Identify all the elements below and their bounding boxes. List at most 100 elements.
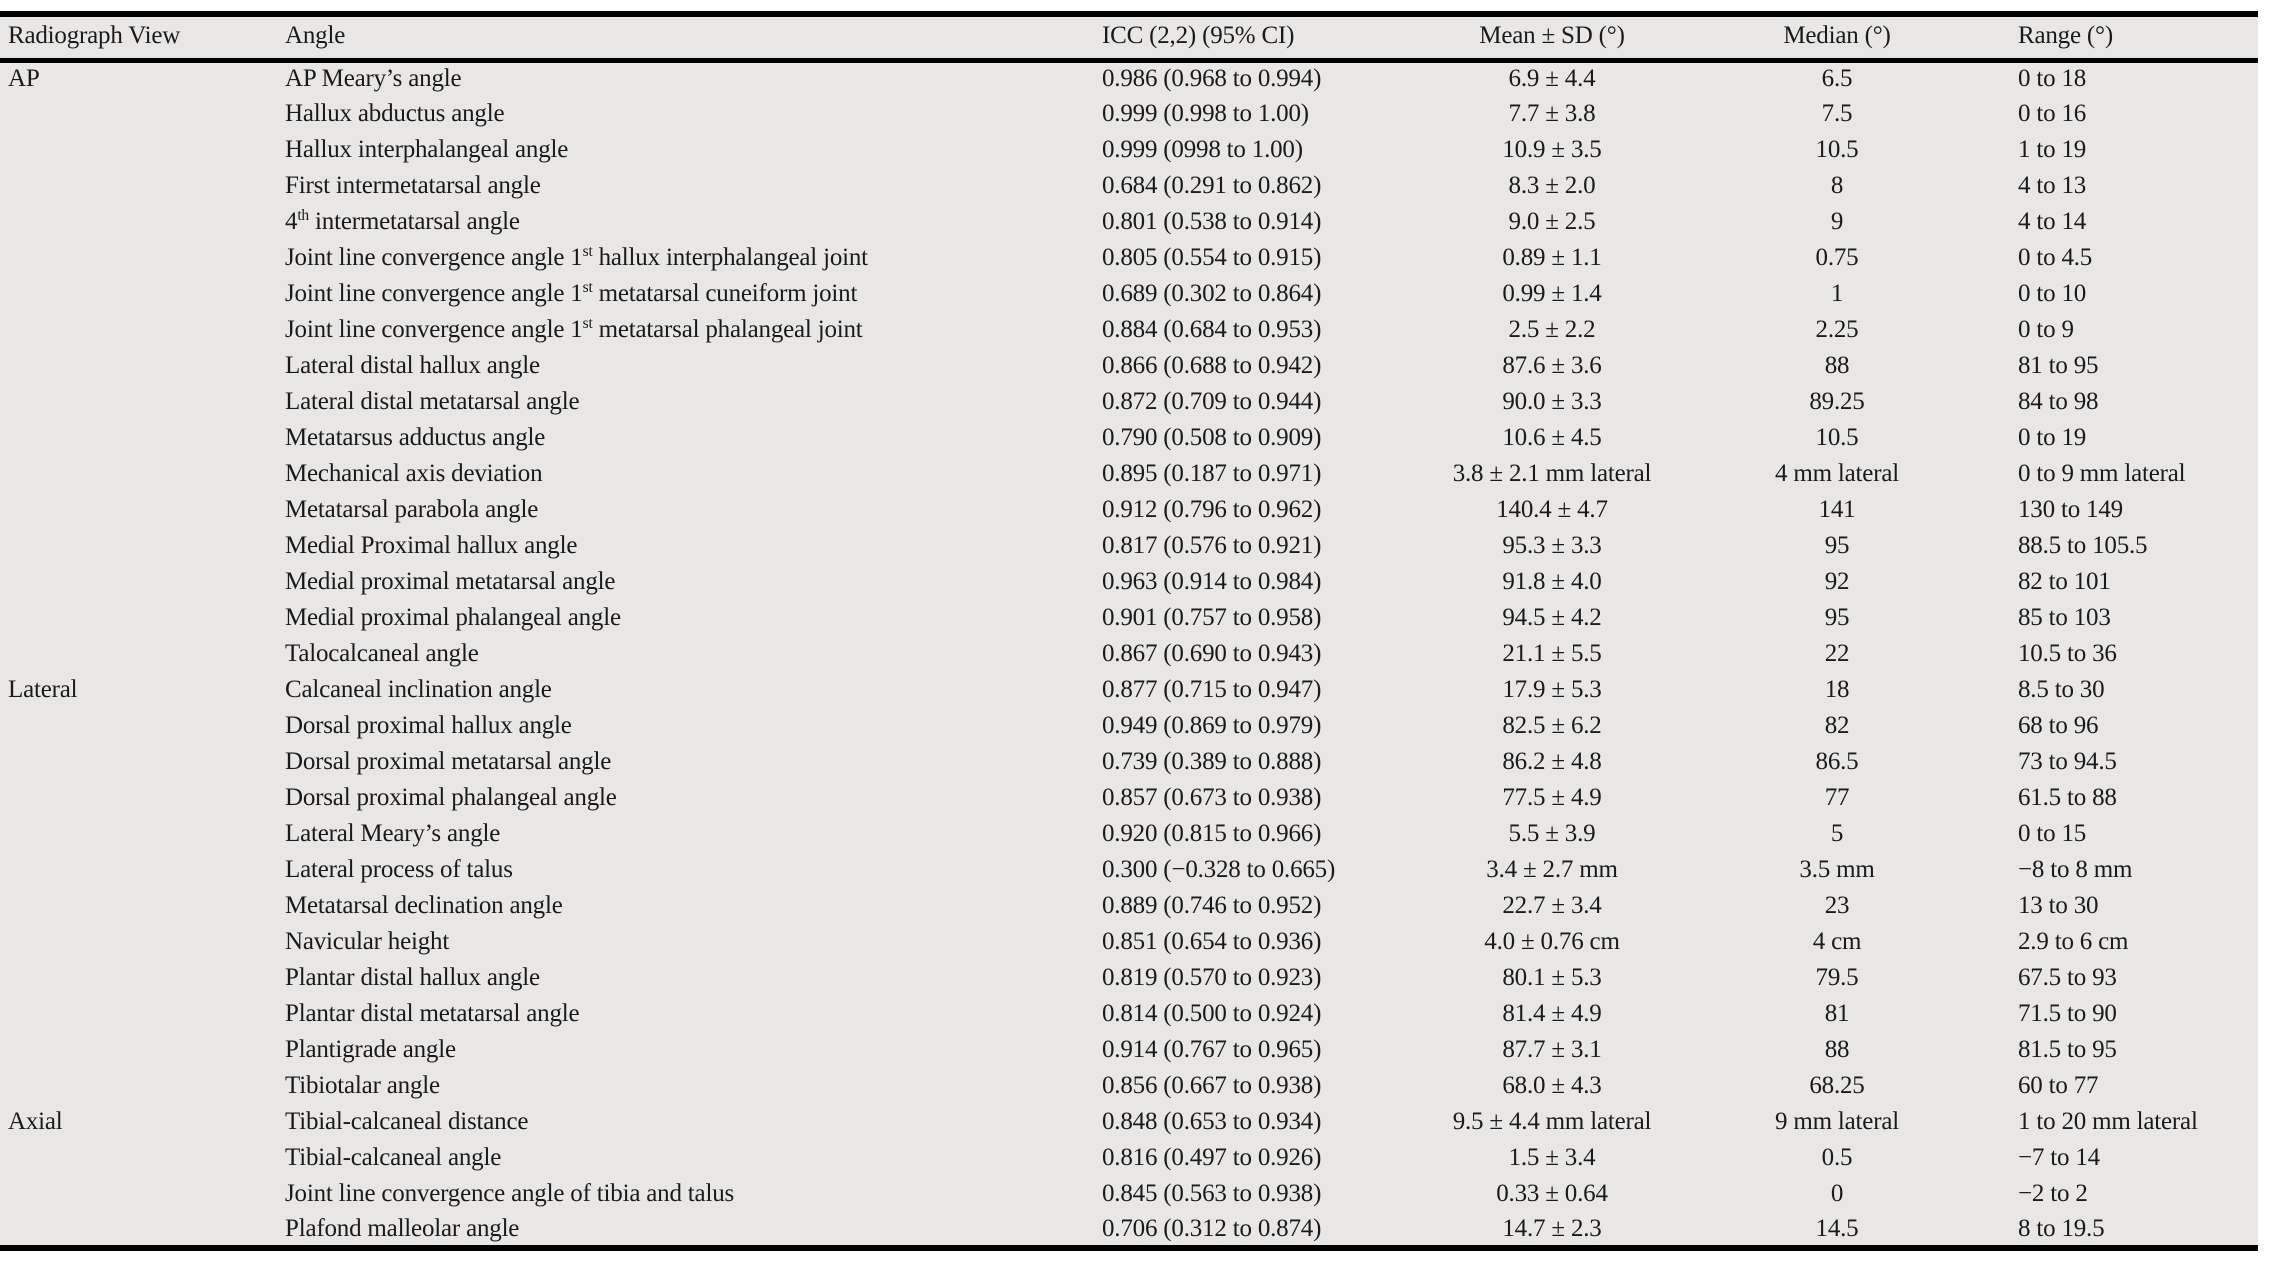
cell-view [0,348,285,384]
cell-median: 2.25 [1815,316,1859,343]
cell-mean: 82.5 ± 6.2 [1502,712,1602,739]
radiographic-measurements-table: Radiograph View Angle ICC (2,2) (95% CI)… [0,11,2258,1251]
cell-mean: 0.33 ± 0.64 [1496,1180,1608,1207]
cell-range: 13 to 30 [2018,892,2099,919]
cell-view [0,420,285,456]
cell-icc: 0.912 (0.796 to 0.962) [1102,496,1322,523]
cell-median: 88 [1824,352,1850,379]
cell-icc: 0.963 (0.914 to 0.984) [1102,568,1322,595]
cell-mean: 3.4 ± 2.7 mm [1486,856,1618,883]
cell-angle: Dorsal proximal phalangeal angle [285,784,617,811]
cell-median: 7.5 [1821,100,1853,127]
cell-icc: 0.999 (0998 to 1.00) [1102,136,1303,163]
cell-angle: Metatarsal declination angle [285,892,563,919]
cell-range: 71.5 to 90 [2018,1000,2117,1027]
cell-range: −8 to 8 mm [2018,856,2133,883]
cell-angle: Lateral distal metatarsal angle [285,388,580,415]
table-row: Mechanical axis deviation 0.895 (0.187 to… [0,456,2258,492]
cell-view [0,1032,285,1068]
table-row: Lateral distal metatarsal angle 0.872 (0.… [0,384,2258,420]
column-header-angle: Angle [285,14,1102,63]
table-row: Plantar distal metatarsal angle 0.814 (0.… [0,996,2258,1032]
cell-range: 0 to 9 mm lateral [2018,460,2186,487]
table-row: 4th intermetatarsal angle 0.801 (0.538 to… [0,204,2258,240]
cell-range: 82 to 101 [2018,568,2111,595]
cell-icc: 0.848 (0.653 to 0.934) [1102,1108,1322,1135]
table-row: Metatarsal parabola angle 0.912 (0.796 to… [0,492,2258,528]
cell-range: 8.5 to 30 [2018,676,2105,703]
table-row: Medial proximal metatarsal angle 0.963 (0… [0,564,2258,600]
cell-view [0,600,285,636]
cell-angle: Navicular height [285,928,450,955]
cell-median: 95 [1824,604,1850,631]
table-row: Tibial-calcaneal angle 0.816 (0.497 to 0.… [0,1140,2258,1176]
cell-mean: 17.9 ± 5.3 [1502,676,1602,703]
cell-mean: 0.89 ± 1.1 [1502,244,1602,271]
cell-mean: 5.5 ± 3.9 [1508,820,1596,847]
cell-median: 18 [1824,676,1850,703]
cell-icc: 0.999 (0.998 to 1.00) [1102,100,1309,127]
cell-mean: 87.7 ± 3.1 [1502,1036,1602,1063]
cell-angle: Medial proximal phalangeal angle [285,604,621,631]
cell-median: 3.5 mm [1799,856,1875,883]
cell-angle: Medial Proximal hallux angle [285,532,578,559]
cell-icc: 0.805 (0.554 to 0.915) [1102,244,1322,271]
cell-mean: 77.5 ± 4.9 [1502,784,1602,811]
cell-range: −2 to 2 [2018,1180,2088,1207]
cell-angle: Tibial-calcaneal distance [285,1108,529,1135]
table-header: Radiograph View Angle ICC (2,2) (95% CI)… [0,14,2258,63]
cell-mean: 81.4 ± 4.9 [1502,1000,1602,1027]
cell-mean: 8.3 ± 2.0 [1508,172,1596,199]
cell-icc: 0.884 (0.684 to 0.953) [1102,316,1322,343]
cell-mean: 1.5 ± 3.4 [1508,1144,1596,1171]
cell-angle: Plantar distal hallux angle [285,964,540,991]
cell-angle: Dorsal proximal metatarsal angle [285,748,612,775]
cell-view [0,384,285,420]
cell-median: 81 [1824,1000,1850,1027]
cell-range: 81.5 to 95 [2018,1036,2117,1063]
cell-angle: Lateral distal hallux angle [285,352,540,379]
cell-view [0,852,285,888]
table-body: AP AP Meary’s angle 0.986 (0.968 to 0.994)… [0,60,2258,1248]
cell-view [0,996,285,1032]
cell-range: 61.5 to 88 [2018,784,2117,811]
table-row: Medial Proximal hallux angle 0.817 (0.576… [0,528,2258,564]
cell-median: 0 [1830,1180,1844,1207]
header-row: Radiograph View Angle ICC (2,2) (95% CI)… [0,14,2258,63]
cell-mean: 3.8 ± 2.1 mm lateral [1452,460,1652,487]
cell-range: 8 to 19.5 [2018,1214,2105,1242]
table-row: Plantigrade angle 0.914 (0.767 to 0.965) 8… [0,1032,2258,1068]
table-row: Tibiotalar angle 0.856 (0.667 to 0.938) 68… [0,1068,2258,1104]
table-row: Dorsal proximal phalangeal angle 0.857 (0… [0,780,2258,816]
cell-mean: 87.6 ± 3.6 [1502,352,1602,379]
cell-angle: Hallux abductus angle [285,100,505,127]
cell-view: AP [8,65,40,93]
cell-mean: 94.5 ± 4.2 [1502,604,1602,631]
cell-view: Axial [8,1108,63,1135]
cell-angle: First intermetatarsal angle [285,172,541,199]
cell-icc: 0.920 (0.815 to 0.966) [1102,820,1322,847]
table-row: Plafond malleolar angle 0.706 (0.312 to 0… [0,1212,2258,1248]
cell-angle: Talocalcaneal angle [285,640,479,667]
cell-median: 10.5 [1815,424,1859,451]
cell-icc: 0.889 (0.746 to 0.952) [1102,892,1322,919]
cell-view [0,240,285,276]
cell-view: Lateral [8,676,78,703]
cell-view [0,564,285,600]
cell-icc: 0.739 (0.389 to 0.888) [1102,748,1322,775]
cell-icc: 0.914 (0.767 to 0.965) [1102,1036,1322,1063]
cell-range: 68 to 96 [2018,712,2099,739]
table-row: Joint line convergence angle 1st metatar… [0,276,2258,312]
cell-mean: 9.5 ± 4.4 mm lateral [1452,1108,1652,1135]
cell-icc: 0.856 (0.667 to 0.938) [1102,1072,1322,1099]
cell-range: 60 to 77 [2018,1072,2099,1099]
cell-angle: Calcaneal inclination angle [285,676,552,703]
cell-angle: AP Meary’s angle [285,65,462,93]
cell-median: 88 [1824,1036,1850,1063]
cell-range: 88.5 to 105.5 [2018,532,2148,559]
cell-view [0,1140,285,1176]
cell-mean: 80.1 ± 5.3 [1502,964,1602,991]
cell-range: 130 to 149 [2018,496,2123,523]
cell-range: 0 to 19 [2018,424,2087,451]
cell-median: 1 [1830,280,1844,307]
